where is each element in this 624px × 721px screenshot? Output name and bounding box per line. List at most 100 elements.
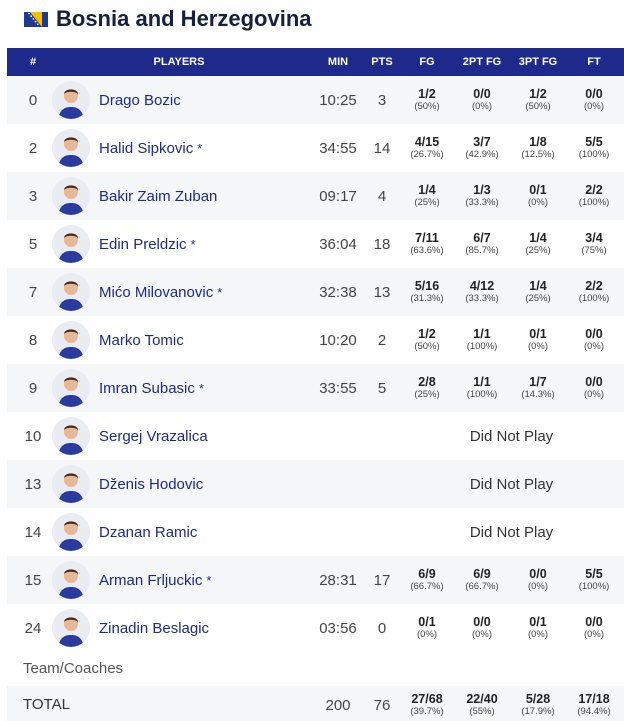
player-min: 32:38 xyxy=(319,283,357,301)
player-min: 33:55 xyxy=(319,379,357,397)
player-fg: 2/8 (25%) xyxy=(399,364,455,412)
player-pts: 13 xyxy=(373,283,391,301)
player-name[interactable]: Edin Preldzic xyxy=(99,235,187,253)
player-ft-pct: (100%) xyxy=(578,292,610,304)
player-name-link[interactable]: Bakir Zaim Zuban xyxy=(99,172,309,220)
flag-star xyxy=(34,20,37,23)
player-ft-pct: (100%) xyxy=(578,148,610,160)
player-name-link[interactable]: Arman Frljuckic * xyxy=(99,556,309,604)
player-fg-pct: (0%) xyxy=(416,628,438,640)
avatar[interactable] xyxy=(52,273,90,311)
player-name-link[interactable]: Halid Sipkovic * xyxy=(99,124,309,172)
table-row: 5 Edin Preldzic * 36:04 18 7/11 (63.6%) 6/7 (85.… xyxy=(7,220,624,268)
player-ft-pct: (0%) xyxy=(583,388,605,400)
player-name-link[interactable]: Drago Bozic xyxy=(99,76,309,124)
total-label: TOTAL xyxy=(23,696,70,713)
col-players: PLAYERS xyxy=(153,56,205,68)
player-name-link[interactable]: Sergej Vrazalica xyxy=(99,412,309,460)
total-row: TOTAL 200 76 27/68 (39.7%) 22/40 (55%) 5… xyxy=(7,686,624,721)
player-name[interactable]: Marko Tomic xyxy=(99,331,184,349)
player-pts: 0 xyxy=(377,619,387,637)
player-name[interactable]: Mićo Milovanovic xyxy=(99,283,214,301)
avatar[interactable] xyxy=(52,177,90,215)
player-fg-value: 4/15 xyxy=(414,134,440,149)
player-2pt-fg-pct: (100%) xyxy=(466,340,498,352)
table-header: # PLAYERS MIN PTS FG 2PT FG 3PT FG FT xyxy=(7,48,624,76)
starter-marker: * xyxy=(190,236,196,252)
avatar[interactable] xyxy=(52,129,90,167)
player-fg: 5/16 (31.3%) xyxy=(399,268,455,316)
player-name[interactable]: Drago Bozic xyxy=(99,91,181,109)
player-3pt-fg: 1/2 (50%) xyxy=(510,76,566,124)
player-3pt-fg-value: 1/4 xyxy=(529,278,547,293)
player-2pt-fg-pct: (0%) xyxy=(471,628,493,640)
total-ft: 17/18 (94.4%) xyxy=(566,686,622,721)
player-name[interactable]: Arman Frljuckic xyxy=(99,571,203,589)
player-name[interactable]: Sergej Vrazalica xyxy=(99,427,208,445)
player-fg: 1/2 (50%) xyxy=(399,76,455,124)
player-3pt-fg-value: 0/1 xyxy=(529,326,547,341)
player-2pt-fg-value: 3/7 xyxy=(473,134,491,149)
player-fg-value: 0/1 xyxy=(418,614,436,629)
player-fg: 7/11 (63.6%) xyxy=(399,220,455,268)
player-name-link[interactable]: Dzanan Ramic xyxy=(99,508,309,556)
player-min: 28:31 xyxy=(319,571,357,589)
avatar[interactable] xyxy=(52,225,90,263)
bosnia-flag-icon xyxy=(24,12,48,27)
player-3pt-fg: 1/4 (25%) xyxy=(510,220,566,268)
avatar[interactable] xyxy=(52,561,90,599)
player-2pt-fg-value: 6/7 xyxy=(473,230,491,245)
player-2pt-fg-pct: (85.7%) xyxy=(465,244,499,256)
total-2pt-fg-pct: (55%) xyxy=(469,705,495,717)
player-name[interactable]: Bakir Zaim Zuban xyxy=(99,187,218,205)
flag-star xyxy=(36,23,39,26)
player-name-link[interactable]: Edin Preldzic * xyxy=(99,220,309,268)
total-ft-value: 17/18 xyxy=(578,691,610,706)
player-name[interactable]: Zinadin Beslagic xyxy=(99,619,210,637)
player-name-link[interactable]: Mićo Milovanovic * xyxy=(99,268,309,316)
player-ft: 2/2 (100%) xyxy=(566,172,622,220)
player-number: 5 xyxy=(28,235,38,253)
player-name[interactable]: Imran Subasic xyxy=(99,379,195,397)
player-ft-value: 0/0 xyxy=(585,614,603,629)
player-name-link[interactable]: Imran Subasic * xyxy=(99,364,309,412)
player-fg-value: 2/8 xyxy=(418,374,436,389)
player-fg-pct: (31.3%) xyxy=(410,292,444,304)
starter-marker: * xyxy=(206,572,212,588)
player-name[interactable]: Halid Sipkovic xyxy=(99,139,194,157)
team-header: Bosnia and Herzegovina xyxy=(0,0,624,48)
avatar[interactable] xyxy=(52,417,90,455)
player-fg-pct: (50%) xyxy=(414,340,440,352)
avatar[interactable] xyxy=(52,609,90,647)
player-number: 3 xyxy=(28,187,38,205)
table-row: 0 Drago Bozic 10:25 3 1/2 (50%) 0/0 (0%) 1/2 (50%… xyxy=(7,76,624,124)
player-ft-value: 5/5 xyxy=(585,566,603,581)
player-2pt-fg-value: 0/0 xyxy=(473,86,491,101)
team-coaches-label: Team/Coaches xyxy=(23,660,124,677)
avatar[interactable] xyxy=(52,81,90,119)
avatar[interactable] xyxy=(52,369,90,407)
player-ft: 0/0 (0%) xyxy=(566,364,622,412)
player-3pt-fg-value: 0/0 xyxy=(529,566,547,581)
player-2pt-fg: 0/0 (0%) xyxy=(454,76,510,124)
avatar[interactable] xyxy=(52,321,90,359)
flag-star xyxy=(28,12,30,15)
table-row: 2 Halid Sipkovic * 34:55 14 4/15 (26.7%) 3/7 (42… xyxy=(7,124,624,172)
player-name[interactable]: Dženis Hodovic xyxy=(99,475,204,493)
player-name-link[interactable]: Dženis Hodovic xyxy=(99,460,309,508)
player-fg-value: 1/2 xyxy=(418,86,436,101)
player-name[interactable]: Dzanan Ramic xyxy=(99,523,198,541)
starter-marker: * xyxy=(198,380,204,396)
player-name-link[interactable]: Zinadin Beslagic xyxy=(99,604,309,652)
team-name: Bosnia and Herzegovina xyxy=(56,6,312,31)
total-2pt-fg-value: 22/40 xyxy=(466,691,498,706)
avatar[interactable] xyxy=(52,465,90,503)
player-name-link[interactable]: Marko Tomic xyxy=(99,316,309,364)
player-pts: 2 xyxy=(377,331,387,349)
player-ft: 3/4 (75%) xyxy=(566,220,622,268)
player-ft: 5/5 (100%) xyxy=(566,556,622,604)
did-not-play: Did Not Play xyxy=(469,523,554,541)
col-min: MIN xyxy=(327,56,349,68)
avatar[interactable] xyxy=(52,513,90,551)
table-row: 15 Arman Frljuckic * 28:31 17 6/9 (66.7%) 6/9 (6… xyxy=(7,556,624,604)
